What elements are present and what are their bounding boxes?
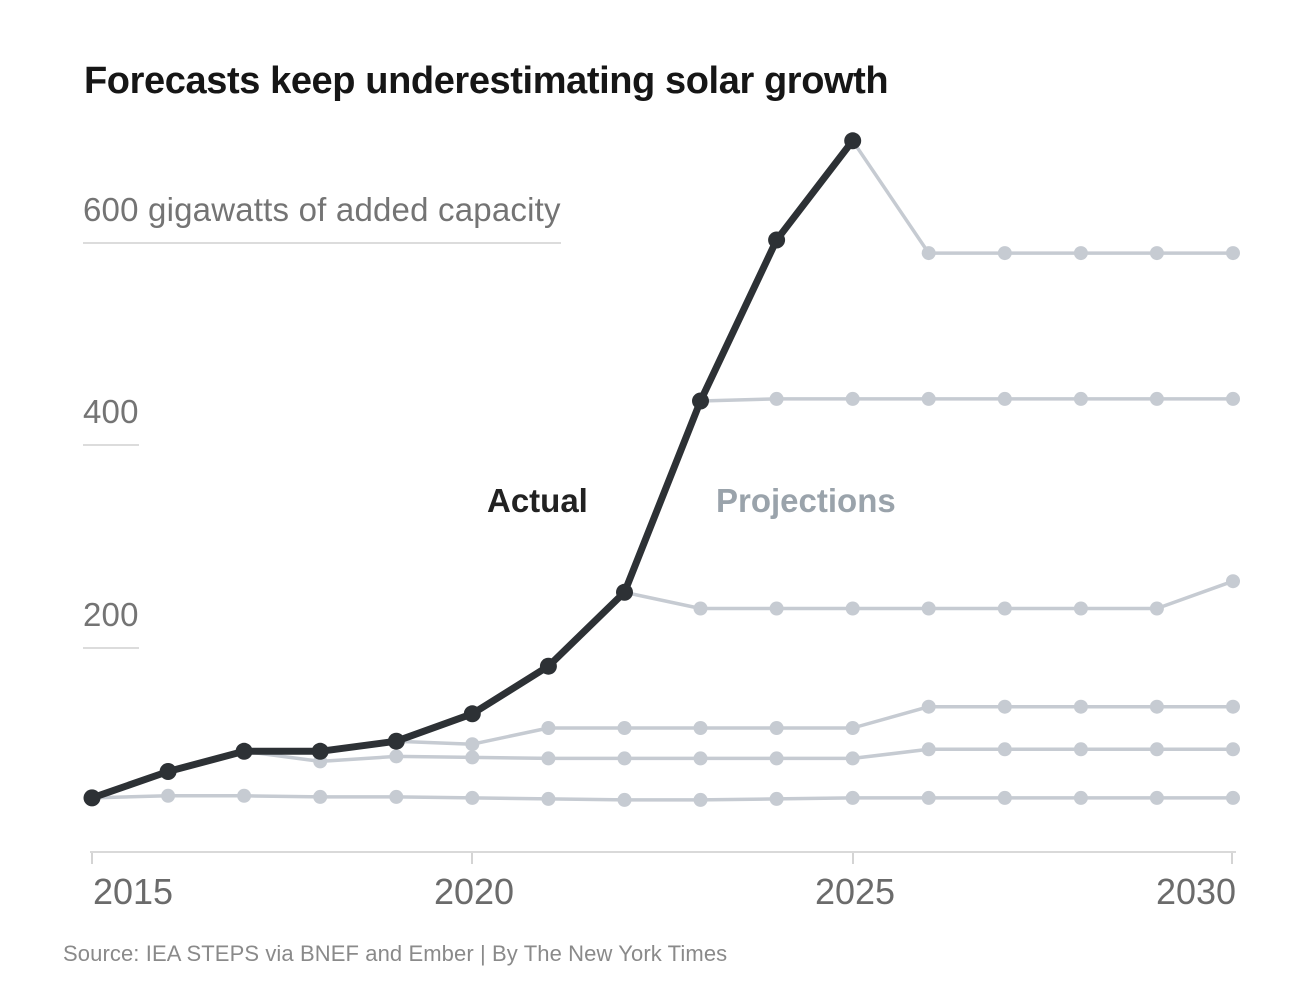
series-projection-0-point-2024 (769, 791, 784, 806)
series-projection-1-point-2021 (541, 751, 556, 766)
series-projection-3-point-2024 (769, 601, 784, 616)
x-label-2020: 2020 (433, 871, 515, 912)
series-projection-1-point-2020 (465, 750, 480, 765)
x-axis-line (90, 851, 1236, 867)
series-actual-point-2022 (616, 583, 633, 601)
series-projection-0-point-2016 (161, 788, 176, 803)
series-projection-1-line (242, 747, 1235, 764)
series-projection-5-point-2026 (921, 246, 936, 261)
series-projection-2-point-2020 (465, 737, 480, 752)
series-actual-line (88, 137, 857, 802)
series-projection-1-point-2024 (769, 751, 784, 766)
series-actual-point-2023 (692, 392, 709, 410)
series-projection-2-point-2022 (617, 721, 632, 735)
series-projection-2-point-2025 (845, 721, 860, 735)
series-projection-0-point-2023 (693, 792, 708, 807)
chart-title: Forecasts keep underestimating solar gro… (84, 60, 889, 102)
series-projection-2-line (394, 704, 1235, 746)
projections-series-label: Projections (716, 482, 896, 519)
series-projection-2-point-2023 (693, 721, 708, 735)
series-actual-point-2021 (539, 657, 557, 675)
series-actual-point-2019 (387, 732, 405, 750)
series-projection-2-point-2029 (1149, 699, 1164, 714)
series-projection-4-point-2029 (1149, 391, 1164, 406)
series-projection-0-point-2017 (237, 788, 252, 803)
series-projection-4-line (698, 397, 1235, 403)
x-label-2015: 2015 (92, 871, 174, 912)
series-projection-3-point-2023 (693, 601, 708, 616)
series-projection-1-point-2030 (1226, 742, 1240, 757)
x-axis-tick-2020 (471, 853, 473, 864)
series-projection-2-point-2028 (1073, 699, 1088, 714)
series-projection-4-point-2024 (769, 391, 784, 406)
series-projection-0-point-2030 (1226, 790, 1240, 805)
series-projection-0-point-2018 (313, 789, 328, 804)
series-projection-3-point-2027 (997, 601, 1012, 616)
series-projection-5-point-2029 (1149, 246, 1164, 261)
series-projection-2-point-2027 (997, 699, 1012, 714)
series-projection-4-point-2027 (997, 391, 1012, 406)
x-axis-tick-2025 (852, 853, 854, 864)
series-projection-0-point-2021 (541, 791, 556, 806)
series-projection-1-point-2023 (693, 751, 708, 766)
source-credit: Source: IEA STEPS via BNEF and Ember | B… (63, 941, 728, 966)
series-actual-point-2020 (463, 705, 481, 723)
series-projection-5-point-2027 (997, 246, 1012, 261)
series-projection-2-point-2030 (1226, 699, 1240, 714)
series-projection-1-point-2029 (1149, 742, 1164, 757)
series-projection-2-point-2021 (541, 721, 556, 735)
x-axis-tick-2015 (91, 853, 93, 864)
series-projection-1-point-2026 (921, 742, 936, 757)
series-projection-4-point-2030 (1226, 391, 1240, 406)
series-projection-0-point-2026 (921, 790, 936, 805)
series-projection-1-point-2019 (389, 749, 404, 764)
series-actual-point-2016 (159, 763, 177, 780)
series-actual-point-2025 (844, 132, 862, 150)
series-projection-5-line (850, 139, 1235, 255)
series-projection-0-point-2027 (997, 790, 1012, 805)
series-projection-0-point-2020 (465, 790, 480, 805)
y-tick-600-gigawatts-label: 600 gigawatts of added capacity (83, 193, 561, 244)
series-projection-2-point-2024 (769, 721, 784, 735)
series-actual-point-2024 (768, 231, 786, 249)
actual-series-label: Actual (487, 482, 588, 519)
series-projection-0-point-2029 (1149, 790, 1164, 805)
series-actual-point-2018 (311, 742, 329, 760)
series-projection-0-point-2025 (845, 790, 860, 805)
series-projection-4-point-2028 (1073, 391, 1088, 406)
series-projection-0-point-2028 (1073, 790, 1088, 805)
series-projection-3-point-2025 (845, 601, 860, 616)
series-actual-point-2017 (235, 742, 253, 760)
x-label-2030: 2030 (1155, 871, 1237, 912)
series-projection-4-point-2025 (845, 391, 860, 406)
series-projection-1-point-2025 (845, 751, 860, 766)
series-projection-5-point-2028 (1073, 246, 1088, 261)
series-projection-1-point-2028 (1073, 742, 1088, 757)
series-projection-3-point-2030 (1226, 574, 1240, 589)
series-projection-0-line (90, 794, 1235, 802)
series-projection-4-point-2026 (921, 391, 936, 406)
y-tick-400-label: 400 (83, 395, 139, 446)
series-projection-3-point-2028 (1073, 601, 1088, 616)
series-projection-5-point-2030 (1226, 246, 1240, 261)
x-axis-tick-2030 (1231, 853, 1233, 864)
series-projection-1-point-2027 (997, 742, 1012, 757)
series-projection-3-point-2026 (921, 601, 936, 616)
x-label-2025: 2025 (814, 871, 896, 912)
y-tick-200-label: 200 (83, 598, 139, 649)
series-projection-0-point-2022 (617, 792, 632, 807)
series-projection-3-point-2029 (1149, 601, 1164, 616)
series-projection-0-point-2019 (389, 789, 404, 804)
series-actual-point-2015 (83, 789, 101, 807)
series-projection-1-point-2022 (617, 751, 632, 766)
series-projection-2-point-2026 (921, 699, 936, 714)
